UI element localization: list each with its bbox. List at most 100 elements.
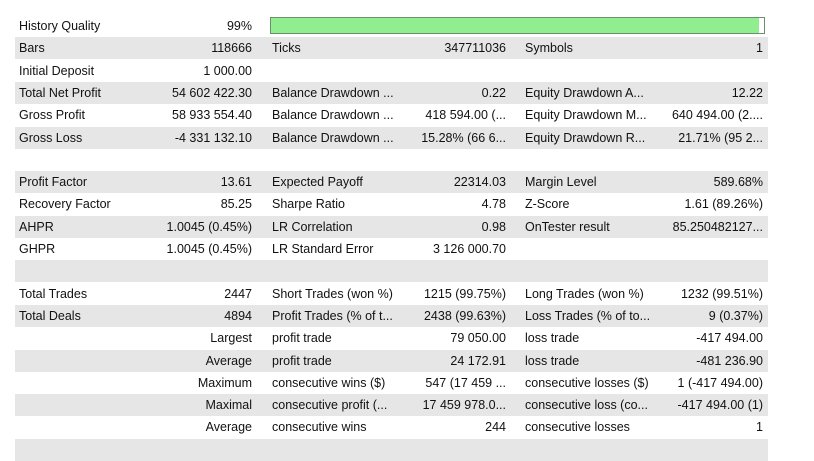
value: 4894 xyxy=(224,308,252,323)
value: 85.250482127... xyxy=(672,219,763,234)
row: AHPR 1.0045 (0.45%) LR Correlation 0.98 OnTe… xyxy=(15,215,768,238)
value: 17 459 978.0... xyxy=(422,398,506,413)
value: 347711036 xyxy=(444,41,506,56)
value: 1.0045 (0.45%) xyxy=(166,219,252,234)
value: -417 494.00 (1) xyxy=(677,398,763,413)
label: Balance Drawdown ... xyxy=(272,130,394,145)
value: 118666 xyxy=(211,41,252,56)
row: Recovery Factor 85.25 Sharpe Ratio 4.78 Z-Sc… xyxy=(15,193,768,215)
value: 0.98 xyxy=(481,219,506,234)
row: Maximal consecutive profit (... 17 459 978… xyxy=(15,394,768,417)
label: consecutive loss (co... xyxy=(525,398,648,413)
value: 1 000.00 xyxy=(203,63,252,78)
label: Sharpe Ratio xyxy=(272,197,345,212)
label: consecutive wins xyxy=(272,420,367,435)
value: 1 xyxy=(756,420,763,435)
row: Total Deals 4894 Profit Trades (% of t... 2… xyxy=(15,304,768,327)
label: profit trade xyxy=(272,353,332,368)
value: 99% xyxy=(226,19,252,33)
value: 0.22 xyxy=(481,85,506,100)
quality-bar xyxy=(271,18,760,33)
label: Loss Trades (% of to... xyxy=(525,308,651,323)
label: consecutive profit (... xyxy=(272,398,388,413)
label: LR Correlation xyxy=(272,219,353,234)
value: 58 933 554.40 xyxy=(172,108,252,123)
row: Average profit trade 24 172.91 loss trade -4… xyxy=(15,349,768,372)
label: Ticks xyxy=(272,41,301,56)
row: Maximum consecutive wins ($) 547 (17 459 .… xyxy=(15,372,768,394)
row xyxy=(15,260,768,283)
row: Gross Loss -4 331 132.10 Balance Drawdown … xyxy=(15,126,768,149)
value: 12.22 xyxy=(731,85,763,100)
value: 22314.03 xyxy=(453,175,506,190)
value: 2447 xyxy=(224,286,252,301)
label: Equity Drawdown R... xyxy=(525,130,646,145)
quality-row: History Quality 99% xyxy=(15,15,768,37)
label: Total Net Profit xyxy=(19,85,101,100)
label: Equity Drawdown A... xyxy=(525,85,644,100)
value: 21.71% (95 2... xyxy=(678,130,763,145)
row xyxy=(15,438,768,461)
label: Equity Drawdown M... xyxy=(525,108,647,123)
label: loss trade xyxy=(525,331,580,346)
label: Profit Factor xyxy=(19,175,88,190)
row: Gross Profit 58 933 554.40 Balance Drawdow… xyxy=(15,104,768,126)
label: GHPR xyxy=(19,242,56,256)
label: OnTester result xyxy=(525,219,610,234)
value: 79 050.00 xyxy=(450,331,506,346)
value: Average xyxy=(205,420,252,435)
row: Bars 118666 Ticks 347711036 Symbols 1 xyxy=(15,37,768,60)
value: 244 xyxy=(485,420,506,435)
row: Largest profit trade 79 050.00 loss trade -4… xyxy=(15,327,768,349)
label: Total Trades xyxy=(19,286,88,301)
value: Largest xyxy=(210,331,252,346)
value: 3 126 000.70 xyxy=(433,242,506,256)
value: 418 594.00 (... xyxy=(425,108,506,123)
value: 1232 (99.51%) xyxy=(680,286,763,301)
label: Gross Profit xyxy=(19,108,85,123)
row: GHPR 1.0045 (0.45%) LR Standard Error 3 126… xyxy=(15,238,768,260)
label: Short Trades (won %) xyxy=(272,286,393,301)
label: consecutive losses ($) xyxy=(525,375,649,390)
value: -417 494.00 xyxy=(696,331,763,346)
label: Gross Loss xyxy=(19,130,83,145)
value: 4.78 xyxy=(481,197,506,212)
row xyxy=(15,149,768,171)
value: -4 331 132.10 xyxy=(174,130,252,145)
label: Z-Score xyxy=(525,197,570,212)
value: 640 494.00 (2.... xyxy=(671,108,763,123)
label: Profit Trades (% of t... xyxy=(272,308,393,323)
value: 2438 (99.63%) xyxy=(423,308,506,323)
label: Balance Drawdown ... xyxy=(272,85,394,100)
value: 1 (-417 494.00) xyxy=(677,375,763,390)
label: Margin Level xyxy=(525,175,597,190)
row: Total Trades 2447 Short Trades (won %) 1215… xyxy=(15,283,768,305)
value: 1.0045 (0.45%) xyxy=(166,242,252,256)
row: Total Net Profit 54 602 422.30 Balance Dra… xyxy=(15,81,768,104)
label: AHPR xyxy=(19,219,54,234)
value: -481 236.90 xyxy=(696,353,763,368)
value: Average xyxy=(205,353,252,368)
label: loss trade xyxy=(525,353,580,368)
value: 13.61 xyxy=(220,175,252,190)
label: Recovery Factor xyxy=(19,197,111,212)
value: 1.61 (89.26%) xyxy=(684,197,763,212)
label: LR Standard Error xyxy=(272,242,374,256)
row: Initial Deposit 1 000.00 xyxy=(15,60,768,82)
value: 15.28% (66 6... xyxy=(421,130,506,145)
label: Long Trades (won %) xyxy=(525,286,644,301)
value: Maximum xyxy=(197,375,252,390)
value: 547 (17 459 ... xyxy=(425,375,506,390)
label: Total Deals xyxy=(19,308,81,323)
value: 24 172.91 xyxy=(450,353,506,368)
value: 1 xyxy=(756,41,763,56)
quality-bar-frame xyxy=(270,17,765,34)
value: 1215 (99.75%) xyxy=(423,286,506,301)
label: Expected Payoff xyxy=(272,175,363,190)
value: 85.25 xyxy=(220,197,252,212)
value: Maximal xyxy=(205,398,252,413)
label: Initial Deposit xyxy=(19,63,95,78)
label: Symbols xyxy=(525,41,573,56)
row: Profit Factor 13.61 Expected Payoff 22314.0… xyxy=(15,171,768,194)
